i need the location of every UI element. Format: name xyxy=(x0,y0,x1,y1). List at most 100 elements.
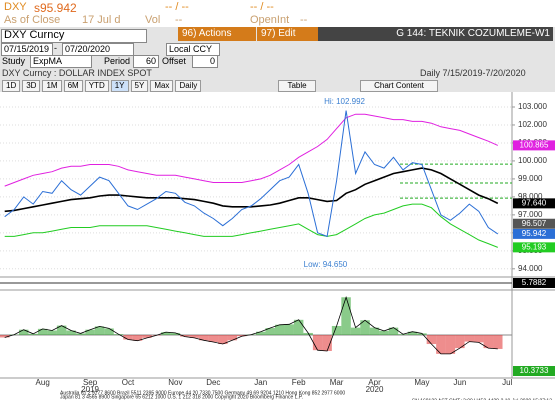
range-sep: - xyxy=(54,43,57,53)
osc-bar xyxy=(94,326,105,335)
actions-num: 96) xyxy=(182,28,197,39)
ticker: DXY xyxy=(4,1,27,13)
period-button[interactable]: 1D xyxy=(2,80,21,92)
osc-bar xyxy=(388,327,399,335)
price: s95.942 xyxy=(34,1,77,15)
osc-bar xyxy=(303,332,313,335)
last-value-label: 97.640 xyxy=(522,198,547,207)
plot-bg xyxy=(0,92,555,400)
chart: 94.00095.00096.00097.00098.00099.000100.… xyxy=(0,92,555,400)
panel2-label: 10.3733 xyxy=(520,366,549,375)
period-button[interactable]: 1Y xyxy=(110,80,129,92)
x-tick-label: Apr xyxy=(368,378,381,387)
osc-bar xyxy=(464,335,475,342)
osc-bar xyxy=(161,332,171,335)
study-label: Study xyxy=(2,56,26,66)
osc-bar xyxy=(341,297,351,335)
osc-bar xyxy=(85,329,95,335)
period-button[interactable]: Max xyxy=(150,80,174,92)
osc-bar xyxy=(256,331,266,335)
offset-input[interactable]: 0 xyxy=(192,55,218,68)
content-button[interactable]: Chart Content xyxy=(360,80,438,92)
y-tick-label: 97.000 xyxy=(518,210,543,219)
start-date[interactable]: 07/15/2019 xyxy=(1,43,53,56)
page-title: G 144: TEKNIK COZUMLEME-W1 xyxy=(318,27,553,41)
period-button[interactable]: 6M xyxy=(63,80,83,92)
x-tick-label: Mar xyxy=(330,378,344,387)
footer-line: Australia 61 2 9777 8600 Brazil 5511 239… xyxy=(60,390,345,396)
footer-line: Japan 81 3 4565 8900 Singapore 65 6212 1… xyxy=(60,394,303,400)
osc-bar xyxy=(132,335,143,341)
last-value-box xyxy=(513,198,555,209)
osc-bar xyxy=(483,335,494,349)
period-button[interactable]: 5Y xyxy=(130,80,149,92)
table-button[interactable]: Table xyxy=(278,80,316,92)
x-tick-label: May xyxy=(414,378,429,387)
osc-bar xyxy=(455,335,465,349)
osc-bar xyxy=(426,335,437,345)
x-tick-label: Jul xyxy=(502,378,512,387)
osc-bar xyxy=(445,335,456,354)
panel1-box xyxy=(513,278,555,288)
osc-bar xyxy=(199,335,209,341)
y-tick-label: 100.000 xyxy=(518,156,547,165)
actions-button[interactable]: 96) Actions xyxy=(178,27,256,41)
frequency-select[interactable]: Daily xyxy=(175,80,202,92)
ask: -- / -- xyxy=(250,1,274,13)
y-tick-label: 94.000 xyxy=(518,264,543,273)
osc-bar xyxy=(274,324,285,335)
period-button[interactable]: YTD xyxy=(84,80,109,92)
period-input[interactable]: 60 xyxy=(133,55,159,68)
osc-bar xyxy=(350,327,361,335)
y-tick-label: 98.000 xyxy=(518,192,543,201)
level-label: 96.507 xyxy=(522,219,547,228)
vol-value: -- xyxy=(175,14,183,26)
last-value-box xyxy=(513,140,555,151)
x-tick-label: Aug xyxy=(36,378,50,387)
x-tick-label: Nov xyxy=(168,378,182,387)
osc-bar xyxy=(379,330,389,335)
chart-title: DXY Curncy : DOLLAR INDEX SPOT xyxy=(2,68,152,78)
last-value-label: 100.865 xyxy=(520,140,549,149)
level-box xyxy=(513,218,555,229)
series-line xyxy=(4,167,499,213)
osc-bar xyxy=(293,319,304,335)
y-tick-label: 102.000 xyxy=(518,120,547,129)
as-of: As of Close xyxy=(4,14,61,26)
edit-button[interactable]: 97) Edit xyxy=(257,27,321,41)
osc-bar xyxy=(47,330,57,335)
period-button[interactable]: 3D xyxy=(22,80,41,92)
osc-bar xyxy=(360,320,370,335)
osc-bar xyxy=(369,327,380,335)
osc-bar xyxy=(180,335,190,337)
osc-bar xyxy=(417,333,427,335)
osc-bar xyxy=(56,325,67,335)
actions-label: Actions xyxy=(198,28,232,39)
last-value-box xyxy=(513,242,555,253)
offset-label: Offset xyxy=(162,56,186,66)
osc-bar xyxy=(227,335,238,341)
osc-bar xyxy=(312,335,323,351)
x-tick-label: Jan xyxy=(254,378,267,387)
osc-bar xyxy=(37,328,48,335)
study-input[interactable]: ExpMA xyxy=(30,55,92,68)
osc-bar xyxy=(436,335,446,354)
y-tick-label: 103.000 xyxy=(518,102,547,111)
osc-bar xyxy=(322,335,332,351)
osc-bar xyxy=(142,335,152,338)
y-tick-label: 99.000 xyxy=(518,174,543,183)
panel2-box xyxy=(513,366,555,376)
osc-bar xyxy=(331,325,342,335)
security-input[interactable]: DXY Curncy xyxy=(1,29,147,43)
vol-label: Vol xyxy=(145,14,161,26)
osc-bar xyxy=(265,328,275,335)
period-button[interactable]: 1M xyxy=(42,80,62,92)
osc-bar xyxy=(170,332,181,335)
annotation: Hi: 102.992 xyxy=(324,97,365,106)
header-bg xyxy=(0,0,555,27)
end-date[interactable]: 07/20/2020 xyxy=(62,43,134,56)
osc-bar xyxy=(493,335,503,349)
series-line xyxy=(4,113,499,187)
osc-bar xyxy=(208,335,219,342)
